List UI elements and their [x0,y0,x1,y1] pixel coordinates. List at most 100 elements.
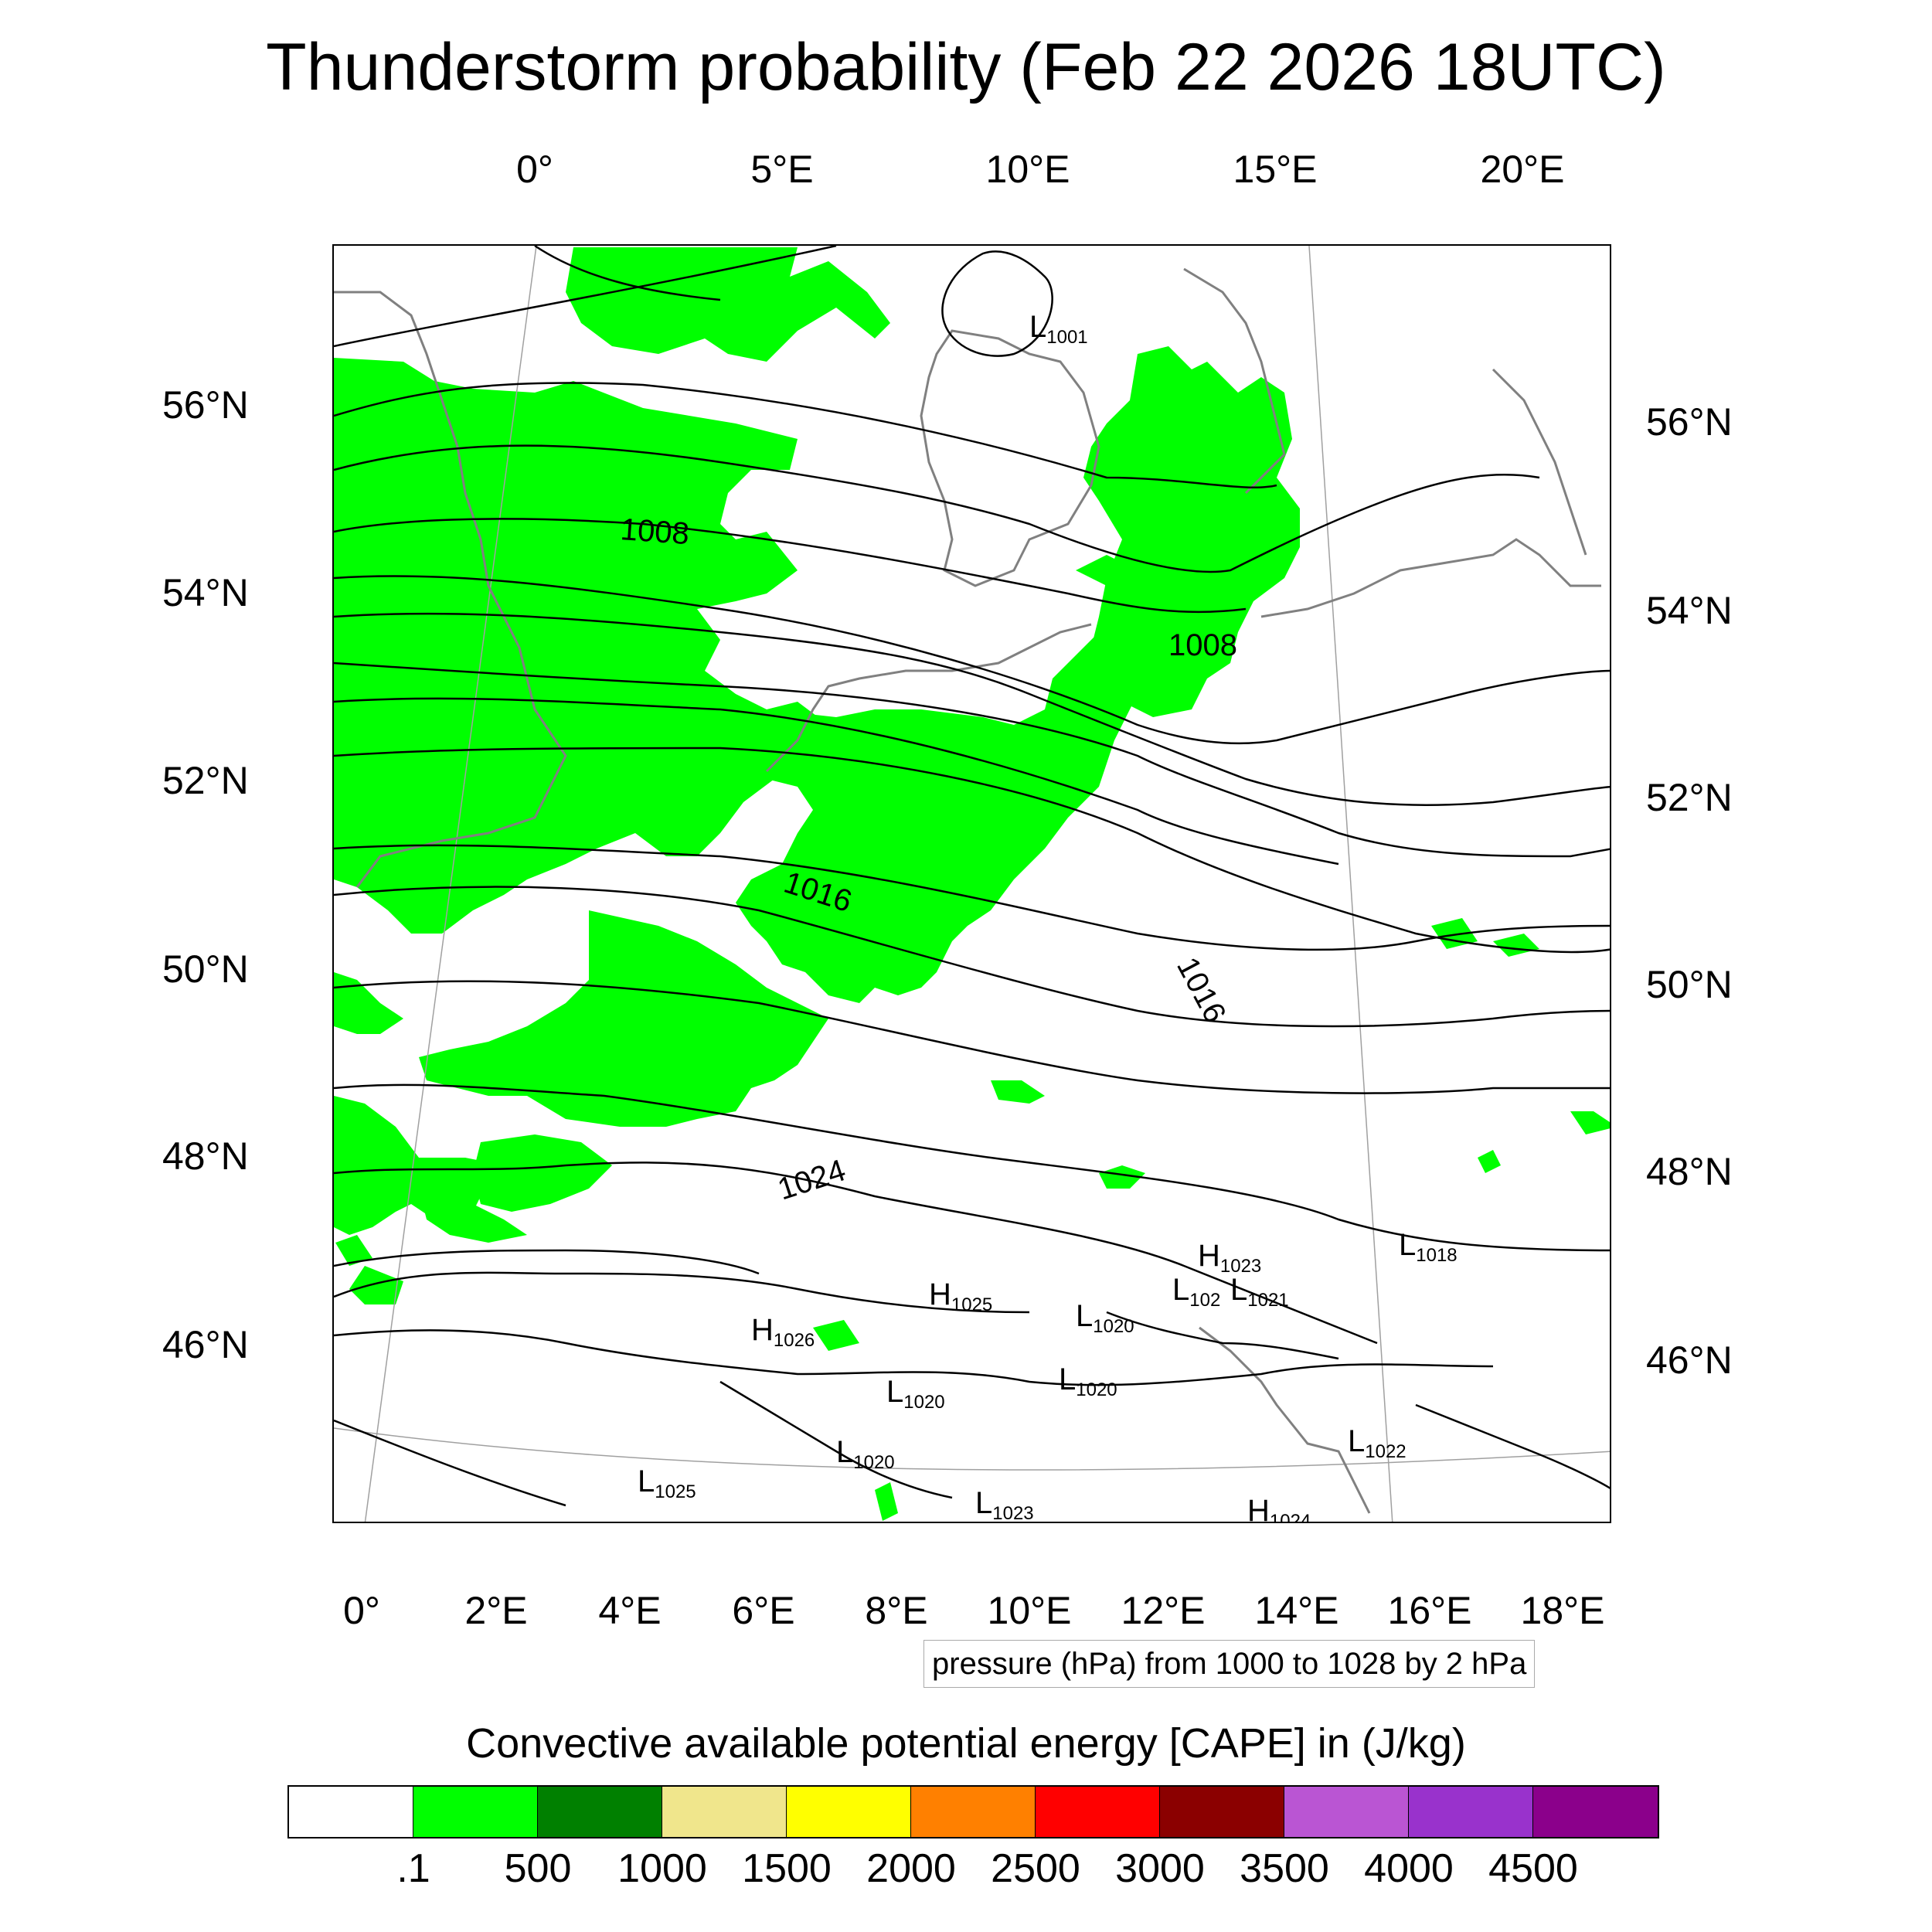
colorbar-label: 4000 [1364,1846,1454,1891]
cape-area-upper-rhine [334,972,403,1034]
cape-area-carpathian [1493,934,1539,957]
left-lat-label: 56°N [162,383,249,427]
right-lat-label: 56°N [1646,400,1733,444]
colorbar-swatch [662,1787,787,1837]
pressure-center: L102 [1172,1273,1220,1311]
colorbar-swatch [1160,1787,1284,1837]
cape-area-bavaria [991,1080,1045,1104]
left-lat-label: 46°N [162,1323,249,1366]
isobar-11 [334,886,1610,1028]
coast-poland [1260,538,1601,618]
map-title: Thunderstorm probability (Feb 22 2026 18… [266,30,1666,104]
colorbar-swatch [787,1787,911,1837]
pressure-center: H1025 [929,1277,992,1315]
cape-area-poland-baltic [1083,346,1300,717]
contour-label: 1008 [1168,628,1237,662]
colorbar-label: 3500 [1240,1846,1329,1891]
right-lat-label: 52°N [1646,776,1733,819]
cape-area-switzerland [419,1189,527,1243]
isobar-7 [334,662,1610,858]
pressure-center: L1023 [975,1486,1034,1523]
contour-legend: pressure (hPa) from 1000 to 1028 by 2 hP… [923,1640,1536,1688]
bottom-lon-label: 10°E [987,1589,1072,1632]
isobar-9 [334,747,1610,954]
right-lat-label: 46°N [1646,1338,1733,1382]
isobar-10 [334,844,1610,951]
colorbar-label: 1000 [617,1846,707,1891]
coastlines [334,267,1601,1514]
contour-label: 1024 [774,1153,849,1206]
colorbar-label: 4500 [1488,1846,1578,1891]
top-lon-label: 15°E [1233,148,1318,191]
coast-england [334,291,567,888]
bottom-lon-label: 12°E [1121,1589,1206,1632]
pressure-center: L1020 [886,1375,945,1413]
isobar-1 [334,246,837,348]
cape-area-north-sea-top [566,247,890,362]
top-lon-label: 10°E [985,148,1070,191]
isobar-16 [334,1271,1030,1314]
colorbar-label: 500 [504,1846,572,1891]
left-lat-label: 52°N [162,759,249,802]
isobar-19 [719,1380,953,1499]
colorbar-swatch [538,1787,662,1837]
pressure-center: L1001 [1029,310,1088,348]
isobar-23 [941,250,1053,357]
coast-sweden [1183,267,1286,495]
colorbar-swatch [1409,1787,1533,1837]
bottom-lon-label: 4°E [598,1589,662,1632]
colorbar-swatch [1036,1787,1160,1837]
cape-area-germany-central [419,910,828,1127]
left-lat-label: 54°N [162,571,249,614]
pressure-center: L1020 [836,1435,895,1473]
colorbar-swatch [911,1787,1036,1837]
cape-area-small-4 [813,1320,859,1351]
isobar-6 [334,612,1610,806]
colorbar-swatch [289,1787,413,1837]
isobar-15 [334,1249,760,1275]
cape-area-small-1 [875,1482,898,1521]
map-panel: 1008 1008 1016 1016 1024 L1001 L1018 H10… [332,244,1611,1523]
isobar-14 [334,1162,1378,1345]
cape-area-north-sea-block [334,358,828,934]
colorbar-label: 1500 [742,1846,832,1891]
coast-denmark [920,329,1100,587]
colorbar-label: 2500 [991,1846,1080,1891]
bottom-lon-label: 14°E [1254,1589,1339,1632]
right-lat-label: 50°N [1646,963,1733,1006]
left-lat-label: 48°N [162,1134,249,1178]
pressure-center: H1024 [1247,1494,1311,1523]
cape-fill-layer [334,247,1610,1521]
isobar-8 [334,697,1339,866]
coast-adriatic [1199,1326,1371,1514]
colorbar-label: 2000 [866,1846,956,1891]
colorbar-title: Convective available potential energy [C… [466,1720,1466,1767]
cape-area-slovakia [1570,1111,1610,1134]
pressure-centers: L1001 L1018 H1023 L102 L1021 H1025 L1020… [638,310,1458,1523]
cape-area-small-2 [1478,1150,1501,1173]
colorbar-swatch [1284,1787,1409,1837]
left-lat-label: 50°N [162,947,249,991]
colorbar [287,1785,1659,1838]
bottom-lon-label: 0° [343,1589,380,1632]
cape-area-hungary [1431,918,1478,949]
bottom-lon-label: 16°E [1387,1589,1472,1632]
isobar-5 [334,575,1610,745]
top-lon-label: 20°E [1480,148,1565,191]
cape-area-france-north [334,1096,450,1235]
right-lat-label: 48°N [1646,1150,1733,1193]
bottom-lon-label: 18°E [1520,1589,1605,1632]
colorbar-label: 3000 [1115,1846,1205,1891]
pressure-center: L1025 [638,1464,696,1502]
cape-area-small-3 [335,1235,372,1266]
isobar-12 [334,980,1610,1094]
colorbar-label: .1 [396,1846,430,1891]
isobar-22 [534,246,721,301]
isobar-18 [334,1419,566,1507]
pressure-center: L1022 [1348,1424,1406,1462]
bottom-lon-label: 2°E [464,1589,528,1632]
colorbar-swatch [1533,1787,1658,1837]
pressure-center: L1020 [1059,1362,1117,1400]
cape-area-bavaria-east [1099,1165,1145,1189]
cape-area-netherlands-germany [736,555,1161,1003]
